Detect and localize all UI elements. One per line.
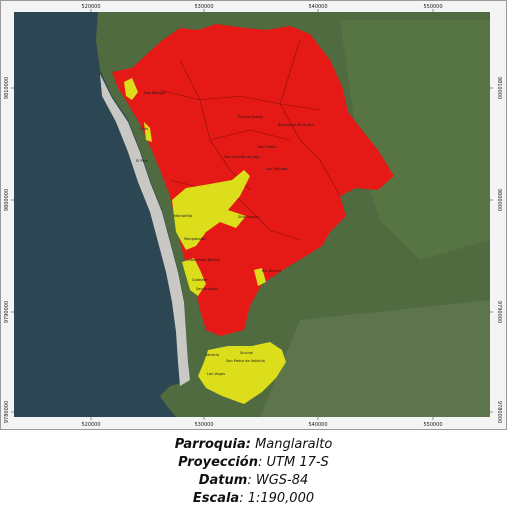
grid-ticks (11, 9, 493, 420)
grid-y-label-right: 9800000 (496, 189, 502, 211)
yellow-zone-manglaralto (182, 258, 206, 296)
place-label: San Pedro de Valdivia (226, 359, 265, 363)
caption-escala: Escala: 1:190,000 (0, 490, 507, 507)
place-label: Sitio Nuevo (238, 215, 259, 219)
place-label: San Antonio (196, 287, 218, 291)
caption-escala-label: Escala (192, 491, 240, 506)
grid-x-label-bottom: 550000 (423, 422, 442, 428)
grid-y-label-left: 9790000 (4, 301, 10, 323)
caption-proyeccion: Proyección: UTM 17-S (0, 454, 507, 471)
map-canvas: 520000 530000 540000 550000 520000 53000… (0, 0, 507, 430)
place-labels: Dos Mangas Pueblo Nuevo Barcelona de Arrib… (136, 91, 314, 376)
yellow-zone-coast (144, 122, 152, 142)
place-label: Cadeate (192, 278, 208, 282)
map-frame: 520000 530000 540000 550000 520000 53000… (0, 0, 507, 430)
beach-strip (100, 74, 190, 386)
yellow-zone-valdivia (198, 342, 286, 404)
grid-x-label-bottom: 530000 (194, 422, 213, 428)
grid-x-label-top: 520000 (81, 4, 100, 10)
grid-x-label-top: 540000 (308, 4, 327, 10)
caption-datum-value: : WGS-84 (247, 473, 309, 488)
land-shade (340, 20, 490, 260)
place-label: El Pital (136, 159, 148, 163)
yellow-zone-olon (124, 78, 138, 100)
grid-y-label-left: 9810000 (4, 77, 10, 99)
grid-x-label-bottom: 520000 (81, 422, 100, 428)
grid-x-label-top: 550000 (423, 4, 442, 10)
place-label: San Pedro (258, 145, 276, 149)
caption-parroquia-value: Manglaralto (255, 437, 333, 452)
place-label: Manglaralto (184, 237, 205, 241)
place-label: Las Vegas (207, 372, 225, 376)
caption-escala-value: : 1:190,000 (239, 491, 315, 506)
place-label: Dos Mangas (144, 91, 166, 95)
caption-datum: Datum: WGS-84 (0, 472, 507, 489)
grid-x-label-bottom: 540000 (308, 422, 327, 428)
grid-y-label-left: 9780000 (4, 401, 10, 423)
place-label: Valdivia (205, 353, 219, 357)
grid-y-label-right: 9780000 (496, 401, 502, 423)
place-label: Las Delicias (266, 167, 287, 171)
place-label: Pueblo Nuevo (238, 115, 263, 119)
place-label: San Vicente de Loja (224, 155, 259, 159)
place-label: Olón (140, 127, 148, 131)
caption-parroquia: Parroquia: Manglaralto (0, 436, 507, 453)
place-label: Río Blanco (262, 269, 281, 273)
place-label: Libertador Bolívar (188, 258, 221, 262)
grid-y-label-left: 9800000 (4, 189, 10, 211)
caption-datum-label: Datum (198, 473, 248, 488)
place-label: Sinchal (240, 351, 253, 355)
grid-y-label-right: 9790000 (496, 301, 502, 323)
place-label: Montañita (174, 214, 192, 218)
yellow-zone-rio-blanco (254, 268, 266, 286)
caption-parroquia-label: Parroquia: (174, 437, 251, 452)
grid-y-label-right: 9810000 (496, 77, 502, 99)
red-zone (112, 24, 394, 336)
caption-proyeccion-value: : UTM 17-S (258, 455, 329, 470)
place-label: Barcelona de Arriba (278, 123, 314, 127)
yellow-zone-montanita (172, 170, 250, 250)
land-shade-south (260, 300, 490, 417)
grid-x-label-top: 530000 (194, 4, 213, 10)
caption-proyeccion-label: Proyección (178, 455, 258, 470)
